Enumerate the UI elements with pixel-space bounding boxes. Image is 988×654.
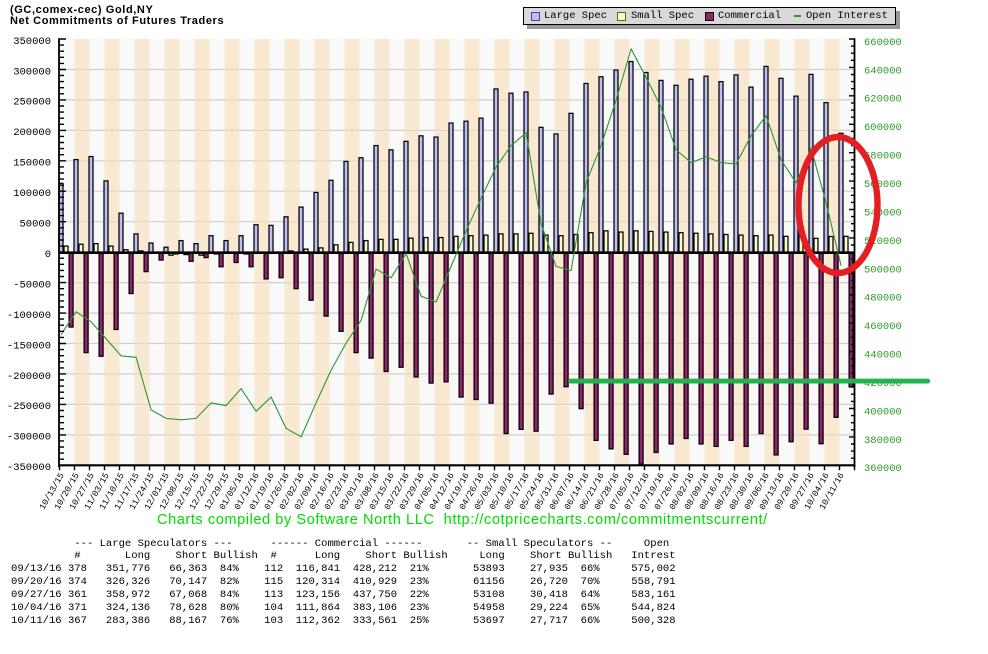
svg-text:-350000: -350000 xyxy=(7,462,51,474)
svg-text:350000: 350000 xyxy=(13,36,51,48)
svg-text:460000: 460000 xyxy=(864,321,902,333)
svg-text:-50000: -50000 xyxy=(13,279,51,291)
svg-text:150000: 150000 xyxy=(13,158,51,170)
svg-text:380000: 380000 xyxy=(864,435,902,447)
svg-text:480000: 480000 xyxy=(864,293,902,305)
svg-text:-300000: -300000 xyxy=(7,432,51,444)
svg-text:0: 0 xyxy=(45,249,51,261)
svg-text:400000: 400000 xyxy=(864,406,902,418)
svg-text:-200000: -200000 xyxy=(7,371,51,383)
svg-text:-150000: -150000 xyxy=(7,340,51,352)
svg-text:440000: 440000 xyxy=(864,350,902,362)
svg-text:200000: 200000 xyxy=(13,127,51,139)
svg-text:-100000: -100000 xyxy=(7,310,51,322)
svg-text:50000: 50000 xyxy=(19,219,51,231)
svg-text:360000: 360000 xyxy=(864,463,902,475)
svg-text:-250000: -250000 xyxy=(7,401,51,413)
svg-text:540000: 540000 xyxy=(864,207,902,219)
svg-text:300000: 300000 xyxy=(13,66,51,78)
svg-text:600000: 600000 xyxy=(864,122,902,134)
svg-text:500000: 500000 xyxy=(864,264,902,276)
svg-text:580000: 580000 xyxy=(864,151,902,163)
svg-text:560000: 560000 xyxy=(864,179,902,191)
svg-text:250000: 250000 xyxy=(13,97,51,109)
svg-text:660000: 660000 xyxy=(864,37,902,49)
svg-text:620000: 620000 xyxy=(864,94,902,106)
svg-text:100000: 100000 xyxy=(13,188,51,200)
svg-text:640000: 640000 xyxy=(864,65,902,77)
